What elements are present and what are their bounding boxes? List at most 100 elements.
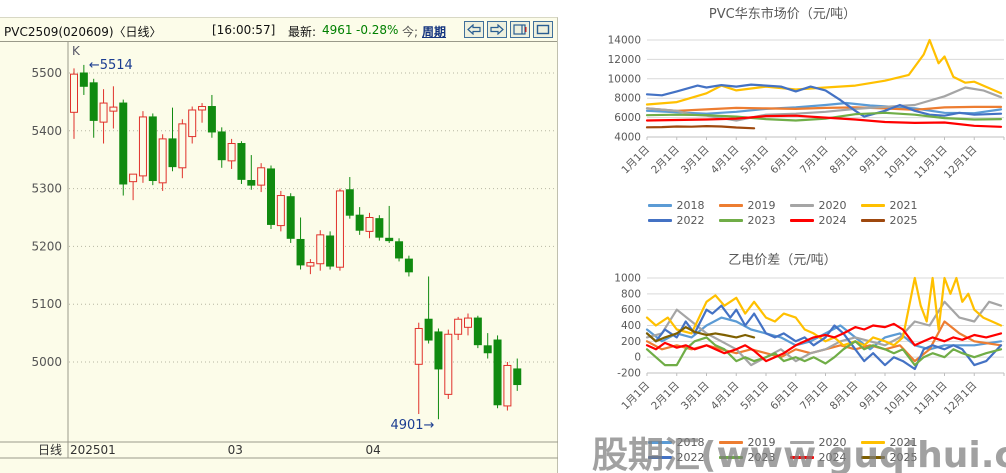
svg-text:3月1日: 3月1日 [679,380,712,413]
svg-text:5300: 5300 [31,182,62,196]
legend-swatch [718,204,743,207]
legend-item-2023: 2023 [718,451,776,464]
legend-item-2022: 2022 [647,451,705,464]
legend-swatch [789,219,814,222]
svg-text:12000: 12000 [608,54,641,66]
legend-row: 2018 2019 2020 2021 [647,436,918,449]
svg-text:6月1日: 6月1日 [768,380,801,413]
series-2025-line [645,325,756,343]
k-frame [0,42,558,459]
legend-label: 2021 [889,199,918,212]
svg-text:3月1日: 3月1日 [679,144,712,177]
svg-text:4月1日: 4月1日 [709,144,742,177]
svg-text:5400: 5400 [31,124,62,138]
svg-text:5200: 5200 [31,239,62,253]
legend-item-2024: 2024 [789,451,847,464]
legend-label: 2025 [889,214,918,227]
right-arrow-icon [490,24,504,35]
k-corner-label: K [72,44,81,58]
svg-text:12月1日: 12月1日 [942,380,980,418]
legend-swatch [647,456,672,459]
contract-symbol: PVC2509(020609)〈日线〉 [4,25,162,39]
price-spread-line-chart: -200 0 200 400 600 800 1000 1月1日2月1日3月1日4月1日5月1… [614,273,1005,418]
legend-swatch [647,219,672,222]
chart2-title: 乙电价差（元/吨） [728,253,837,268]
series-2021-line [645,276,1003,347]
period-link[interactable]: 周期 [422,25,447,39]
svg-text:8月1日: 8月1日 [828,380,861,413]
legend-item-2018: 2018 [647,436,705,449]
legend-label: 2025 [889,451,918,464]
series-2024-line [645,114,1003,128]
svg-text:5100: 5100 [31,297,62,311]
svg-text:03: 03 [228,443,243,457]
svg-text:5000: 5000 [31,355,62,369]
legend-label: 2023 [747,451,776,464]
legend-swatch [860,204,885,207]
legend-swatch [789,441,814,444]
svg-text:600: 600 [621,304,641,316]
today-label: 今; [402,25,419,39]
legend-label: 2020 [818,436,847,449]
svg-text:8000: 8000 [614,93,641,105]
svg-text:800: 800 [621,288,641,300]
legend-swatch [860,441,885,444]
grid-lines: -200 0 200 400 600 800 1000 [614,273,1004,380]
x-axis-labels: 1月1日2月1日3月1日4月1日5月1日6月1日7月1日8月1日9月1日10月1… [619,144,979,182]
svg-text:5月1日: 5月1日 [738,380,771,413]
svg-text:7月1日: 7月1日 [798,380,831,413]
svg-text:202501: 202501 [70,443,116,457]
split-window-icon [513,24,527,35]
k-axis-labels: 日线 202501 03 04 [38,443,381,457]
svg-text:6月1日: 6月1日 [768,144,801,177]
svg-text:4月1日: 4月1日 [709,380,742,413]
k-annotations: ←5514 4901→ [89,58,435,433]
svg-text:1月1日: 1月1日 [619,380,652,413]
svg-text:10000: 10000 [608,73,641,85]
legend-row: 2022 2023 2024 2025 [647,451,918,464]
legend-item-2020: 2020 [789,436,847,449]
split-view-button[interactable] [510,21,530,38]
legend-label: 2019 [747,436,776,449]
svg-text:6000: 6000 [614,112,641,124]
svg-text:400: 400 [621,320,641,332]
next-arrow-button[interactable] [487,21,507,38]
svg-text:2月1日: 2月1日 [649,144,682,177]
legend-item-2021: 2021 [860,199,918,212]
series-2018-line [645,101,1003,115]
legend-swatch [718,219,743,222]
legend-swatch [718,456,743,459]
svg-text:200: 200 [621,336,641,348]
prev-arrow-button[interactable] [464,21,484,38]
legend-item-2020: 2020 [789,199,847,212]
legend-item-2019: 2019 [718,199,776,212]
legend-row: 2018 2019 2020 2021 [647,199,918,212]
svg-text:1月1日: 1月1日 [619,144,652,177]
series-2022-line [645,83,1003,118]
svg-text:14000: 14000 [608,35,641,47]
series-2019-line [645,105,1003,112]
svg-text:日线: 日线 [38,443,62,457]
candlestick-chart: 5500 5400 5300 5200 5100 5000 K ←5514 4901→ 日线 202… [0,42,558,459]
legend-row: 2022 2023 2024 2025 [647,214,918,227]
quote-time: [16:00:57] [212,23,276,37]
legend-label: 2024 [818,214,847,227]
legend-swatch [789,456,814,459]
legend-item-2018: 2018 [647,199,705,212]
x-axis-ticks [646,137,1005,140]
k-candles [70,64,522,420]
legend-item-2023: 2023 [718,214,776,227]
legend-swatch [647,204,672,207]
svg-text:4901→: 4901→ [390,418,434,433]
svg-text:←5514: ←5514 [89,58,133,73]
legend-swatch [647,441,672,444]
legend-label: 2022 [676,214,705,227]
svg-text:04: 04 [366,443,381,457]
chart2-legend: 2018 2019 2020 2021 2022 2023 2024 2025 [559,436,1006,464]
svg-text:4000: 4000 [614,132,641,144]
series-2025-line [645,124,756,130]
series-2024-line [645,322,1003,363]
legend-label: 2023 [747,214,776,227]
legend-label: 2021 [889,436,918,449]
maximize-window-button[interactable] [533,21,553,38]
